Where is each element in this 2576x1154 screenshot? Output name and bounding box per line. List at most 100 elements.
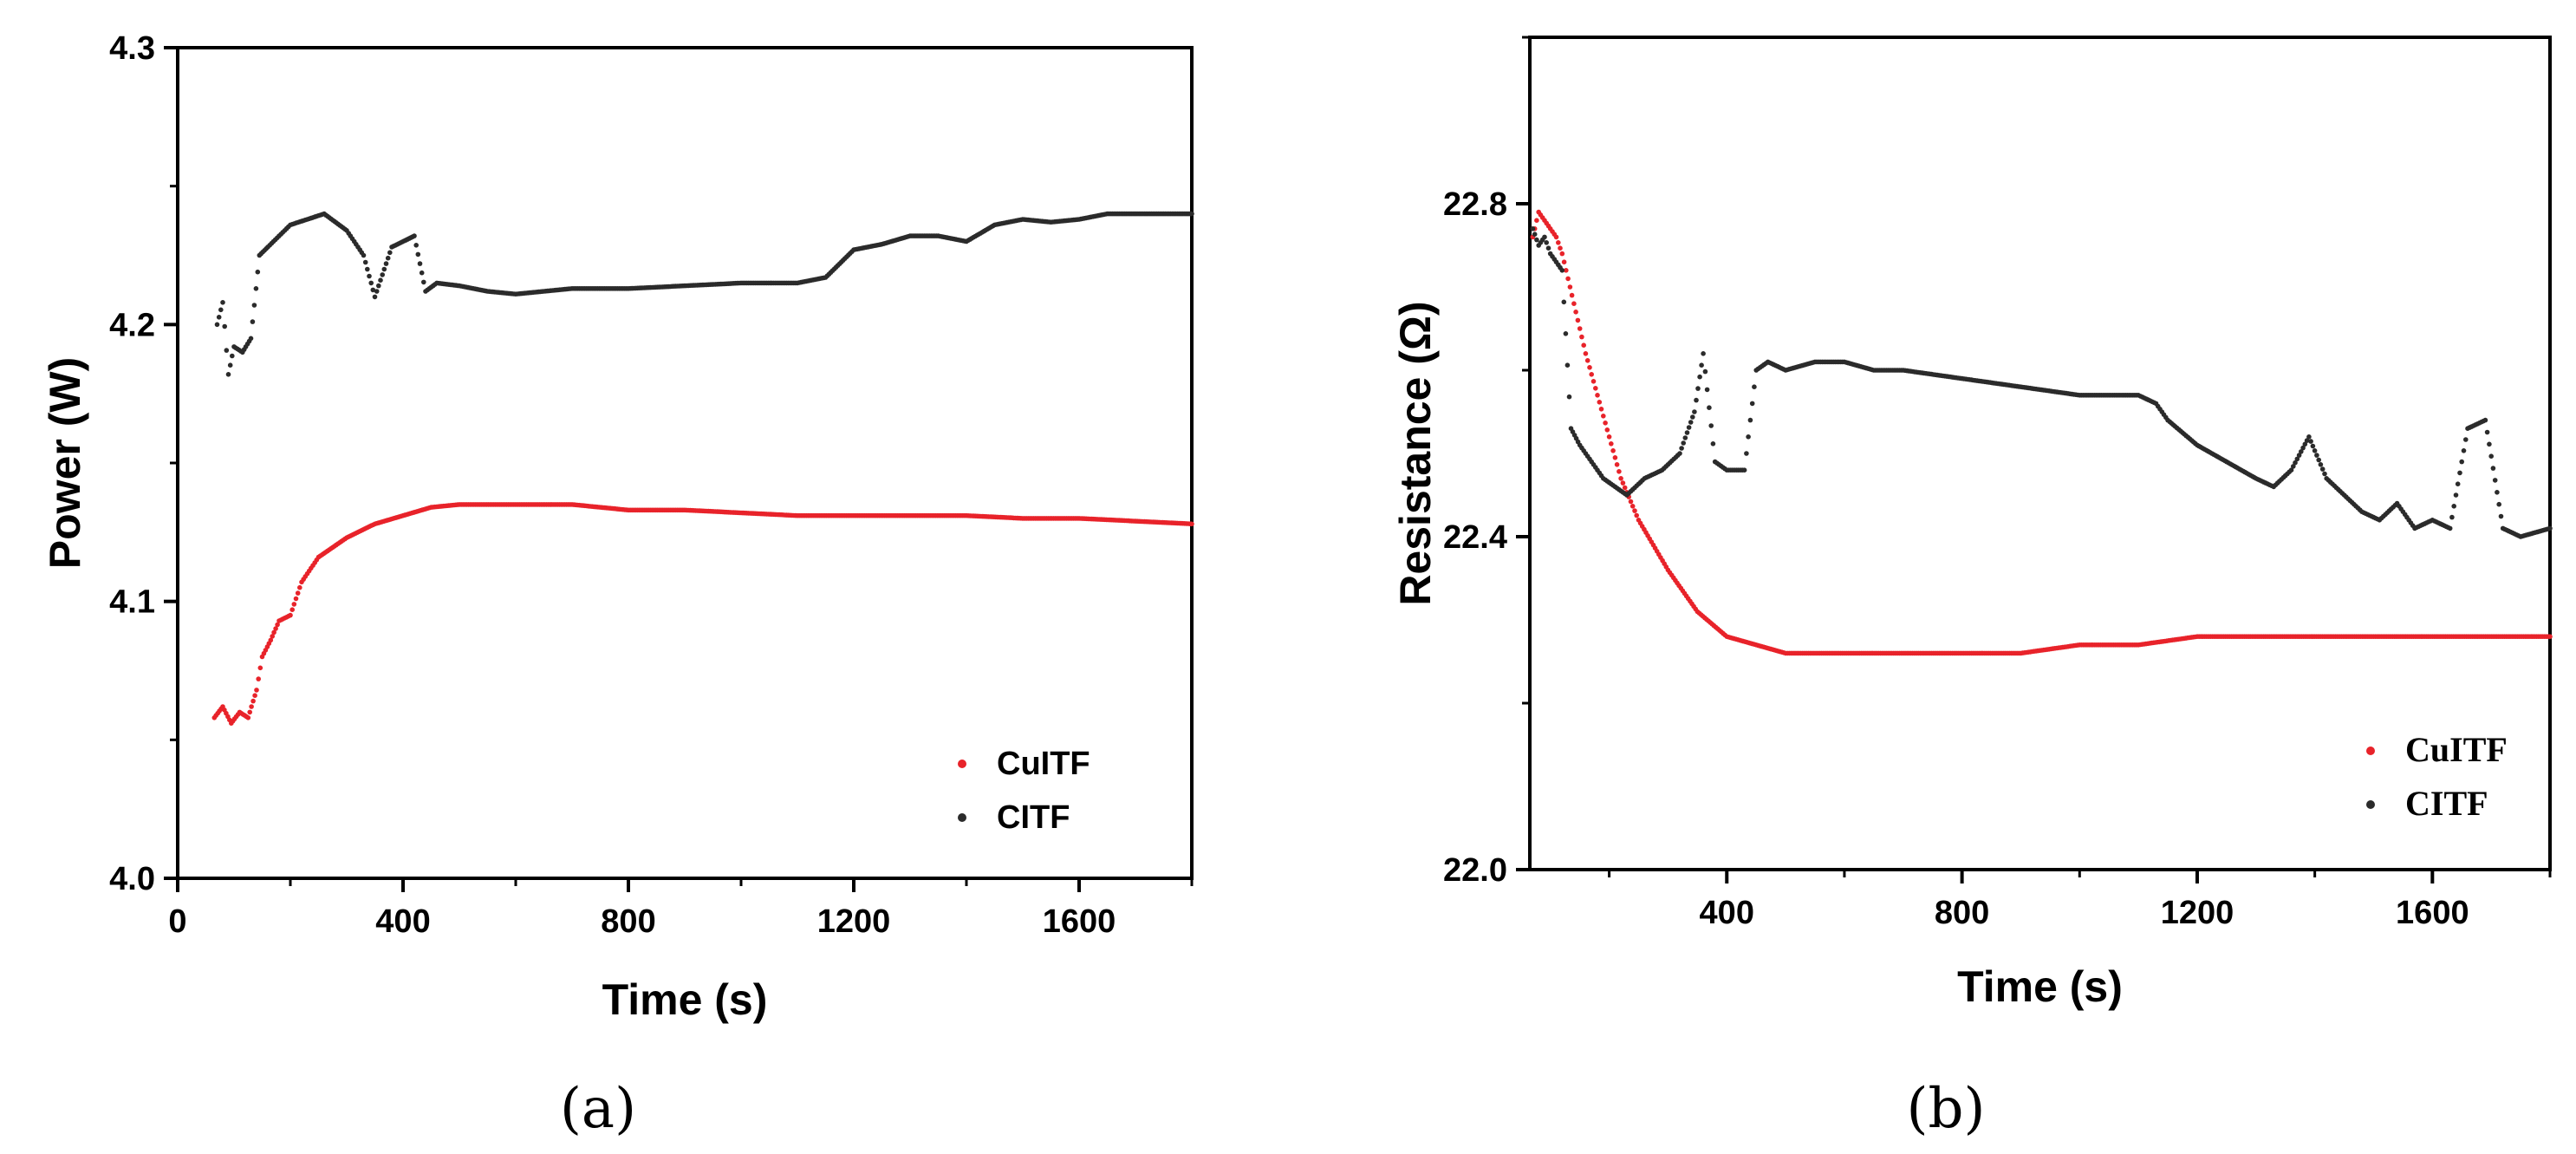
- x-tick-label: 800: [1935, 895, 1989, 931]
- data-point: [2299, 449, 2304, 454]
- data-point: [415, 251, 421, 258]
- data-point: [275, 622, 280, 628]
- data-point: [2316, 457, 2321, 463]
- data-point: [2314, 453, 2319, 458]
- data-point: [1558, 245, 1563, 251]
- data-point: [1559, 268, 1565, 273]
- data-point: [2447, 525, 2453, 531]
- data-point: [251, 303, 257, 308]
- data-point: [2306, 434, 2312, 440]
- data-point: [247, 709, 253, 715]
- data-point: [250, 698, 256, 704]
- data-point: [1622, 485, 1628, 491]
- data-point: [1189, 521, 1194, 527]
- data-point: [378, 277, 383, 284]
- data-point: [2490, 466, 2496, 471]
- data-point: [297, 584, 302, 590]
- data-point: [1741, 467, 1747, 473]
- data-point: [1699, 362, 1704, 368]
- data-point: [419, 270, 425, 276]
- x-axis-title: Time (s): [1957, 962, 2123, 1011]
- data-point: [1704, 387, 1710, 393]
- data-point: [2487, 441, 2492, 447]
- data-point: [295, 590, 301, 596]
- data-point: [376, 283, 381, 289]
- data-point: [2482, 417, 2488, 423]
- data-point: [293, 596, 299, 602]
- data-point: [2498, 513, 2504, 519]
- x-tick-label: 1200: [2161, 895, 2234, 931]
- data-point: [2451, 504, 2456, 509]
- data-point: [1702, 368, 1708, 375]
- data-point: [1752, 384, 1757, 390]
- data-point: [1681, 440, 1686, 446]
- data-point: [1746, 434, 1751, 440]
- data-point: [1595, 393, 1600, 398]
- data-point: [268, 637, 274, 643]
- data-point: [254, 688, 259, 693]
- data-point: [2308, 439, 2313, 444]
- data-point: [365, 266, 370, 272]
- data-point: [2488, 453, 2494, 459]
- x-tick-label: 0: [168, 903, 186, 940]
- data-point: [368, 280, 374, 286]
- x-tick-label: 1600: [1043, 903, 1116, 940]
- data-point: [362, 259, 368, 265]
- data-point: [387, 250, 393, 256]
- data-point: [271, 629, 276, 636]
- data-point: [230, 353, 235, 359]
- data-point: [252, 693, 257, 698]
- data-point: [1593, 386, 1598, 391]
- data-point: [1617, 469, 1622, 474]
- series-citf: [214, 211, 1194, 377]
- data-point: [1682, 435, 1688, 440]
- data-point: [249, 704, 254, 709]
- panel-a-power-chart: 0 400 800 1200 1600 4.0 4.1 4.2 4.3 Time (s) Power…: [41, 30, 1194, 1141]
- x-tick-label: 1200: [817, 903, 891, 940]
- data-point: [291, 602, 297, 607]
- data-point: [1690, 414, 1695, 420]
- data-point: [1744, 451, 1749, 456]
- data-point: [1579, 334, 1584, 340]
- data-point: [421, 279, 426, 285]
- data-point: [2461, 448, 2467, 453]
- data-point: [1569, 292, 1575, 298]
- data-point: [1571, 301, 1577, 307]
- data-point: [372, 294, 378, 300]
- data-point: [385, 255, 391, 261]
- data-point: [270, 634, 276, 639]
- data-point: [2310, 443, 2316, 449]
- data-point: [1583, 351, 1589, 356]
- data-point: [1584, 358, 1590, 363]
- data-point: [1556, 240, 1561, 245]
- data-point: [227, 362, 233, 368]
- data-point: [257, 665, 263, 671]
- data-point: [2322, 471, 2327, 477]
- legend-marker: [958, 760, 966, 768]
- data-point: [250, 319, 256, 324]
- data-point: [2296, 453, 2302, 458]
- data-point: [2463, 437, 2469, 442]
- data-point: [289, 607, 296, 612]
- data-point: [381, 266, 387, 272]
- panel-caption: (b): [1907, 1077, 1986, 1141]
- data-point: [2547, 525, 2553, 531]
- data-point: [2302, 441, 2308, 447]
- data-point: [253, 286, 259, 291]
- y-axis-title: Power (W): [41, 357, 89, 569]
- data-point: [367, 273, 372, 279]
- y-tick-label: 4.3: [109, 30, 155, 67]
- data-point: [1563, 331, 1569, 336]
- data-point: [2291, 464, 2296, 469]
- y-tick-label: 22.0: [1443, 852, 1507, 889]
- data-point: [1632, 508, 1637, 513]
- data-point: [1544, 240, 1549, 245]
- data-point: [1679, 446, 1684, 451]
- data-point: [380, 272, 386, 277]
- x-tick-label: 400: [375, 903, 430, 940]
- data-point: [1609, 441, 1614, 447]
- data-point: [1688, 420, 1694, 425]
- data-point: [1575, 317, 1581, 323]
- data-point: [1708, 423, 1714, 428]
